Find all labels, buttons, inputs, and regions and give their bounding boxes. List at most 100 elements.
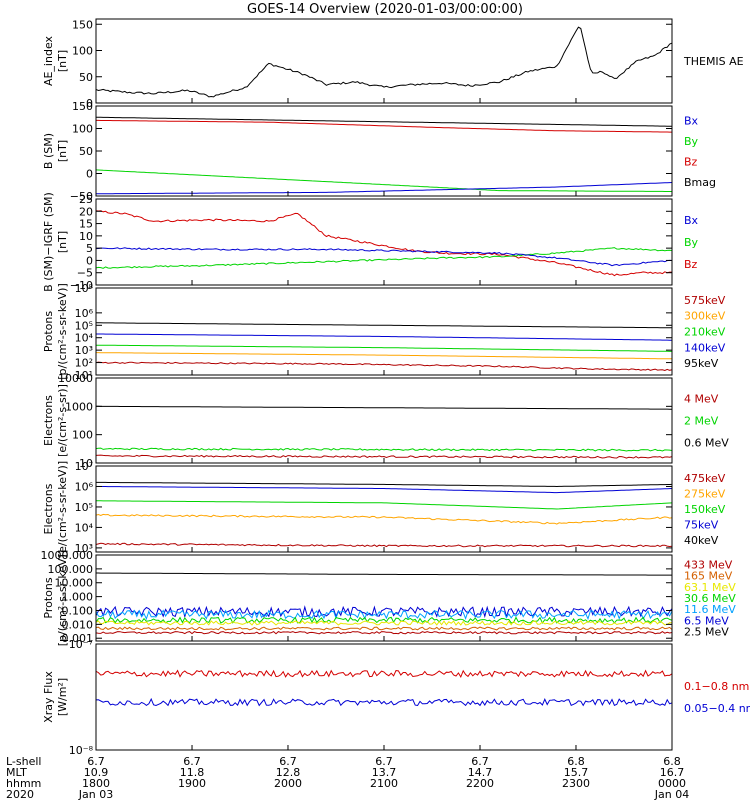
series-line-2-2: [96, 119, 672, 133]
legend-entry: 40keV: [684, 534, 719, 547]
series-line-6-4: [96, 513, 672, 525]
legend-entry: 165 MeV: [684, 570, 733, 583]
y-tick-label: 10.000: [55, 577, 94, 590]
y-tick-label: −5: [77, 267, 93, 280]
x-tick-label: 6.8: [663, 755, 681, 768]
y-tick-label: 10⁴: [75, 521, 94, 534]
y-tick-label: 0: [86, 97, 93, 110]
series-line-8-1: [96, 669, 672, 679]
x-tick-label: 15.7: [564, 766, 589, 779]
legend-entry: 2 MeV: [684, 415, 719, 428]
y-tick-label: 10³: [75, 344, 93, 357]
panel-6: 10³ 10⁴ 10⁵ 10⁶ 10⁷ Electrons [e/(cm²-s-sr-keV…: [42, 460, 726, 557]
legend-entry: Bz: [684, 155, 698, 168]
y-axis-label: [p/(cm²-s-sr-keV)]: [56, 550, 69, 647]
panel-2: −50 0 50 100 150 B (SM) [nT] Bx By Bz Bmag: [42, 100, 716, 203]
legend-entry: 433 MeV: [684, 559, 733, 572]
y-tick-label: 100.000: [48, 563, 94, 576]
y-tick-label: 10: [79, 457, 93, 470]
panel-frame: [95, 287, 673, 376]
panel-frame: [95, 105, 673, 197]
y-axis-label: [nT]: [56, 140, 69, 162]
legend-entry: 95keV: [684, 357, 719, 370]
y-tick-label: 100: [72, 123, 93, 136]
legend-entry: 30.6 MeV: [684, 592, 736, 605]
y-tick-label: −10: [70, 279, 93, 292]
y-tick-label: 10⁶: [75, 307, 94, 320]
y-axis-label: Electrons: [42, 395, 55, 446]
legend-entry: 2.5 MeV: [684, 625, 729, 638]
x-tick-label: Jan 03: [78, 788, 113, 800]
x-tick-label: 11.8: [180, 766, 205, 779]
y-tick-label: 0: [86, 168, 93, 181]
series-line-5-1: [96, 405, 672, 410]
legend-entry: Bx: [684, 214, 699, 227]
series-line-8-2: [96, 697, 672, 707]
y-tick-label: 10⁴: [75, 332, 94, 345]
y-axis-label: [p/(cm²-s-sr-keV)]: [56, 283, 69, 380]
legend-entry: 300keV: [684, 310, 726, 323]
legend-entry: 0.1−0.8 nm: [684, 680, 749, 693]
legend-entry: 150keV: [684, 503, 726, 516]
y-tick-label: 10⁸: [75, 282, 94, 295]
series-line-4-5: [96, 361, 672, 372]
y-tick-label: 0.001: [62, 632, 94, 645]
series-line-3-2: [96, 247, 672, 269]
y-tick-label: 1.000: [62, 591, 94, 604]
panel-frame: [95, 465, 673, 553]
y-tick-label: 50: [79, 71, 93, 84]
x-tick-label: 2200: [466, 777, 494, 790]
y-tick-label: 15: [79, 218, 93, 231]
legend-entry: 0.6 MeV: [684, 437, 729, 450]
x-tick-label: 14.7: [468, 766, 493, 779]
y-tick-label: 10¹: [75, 369, 93, 382]
x-tick-label: 6.7: [375, 755, 393, 768]
x-tick-label: 1800: [82, 777, 110, 790]
panel-frame: [95, 554, 673, 642]
series-line-7-6: [96, 626, 672, 631]
x-tick-label: 16.7: [660, 766, 685, 779]
x-tick-label: 2100: [370, 777, 398, 790]
x-tick-label: Jan 04: [654, 788, 689, 800]
x-tick-label: 10.9: [84, 766, 109, 779]
y-axis-label: Protons: [42, 311, 55, 352]
y-tick-label: 0.100: [62, 604, 94, 617]
legend-entry: 0.05−0.4 nm: [684, 702, 750, 715]
x-row-label: hhmm: [6, 777, 41, 790]
x-tick-label: 6.8: [567, 755, 585, 768]
legend-entry: Bmag: [684, 176, 716, 189]
y-tick-label: 25: [79, 193, 93, 206]
legend-entry: 63.1 MeV: [684, 581, 736, 594]
x-row-label: MLT: [6, 766, 27, 779]
y-tick-label: 10³: [75, 542, 93, 555]
series-line-6-1: [96, 481, 672, 488]
y-tick-label: 10⁶: [75, 480, 94, 493]
series-line-2-3: [96, 169, 672, 192]
x-tick-label: 2000: [274, 777, 302, 790]
legend-entry: 75keV: [684, 519, 719, 532]
x-tick-label: 13.7: [372, 766, 397, 779]
legend-entry: 11.6 MeV: [684, 603, 736, 616]
series-line-6-2: [96, 486, 672, 494]
x-tick-label: 0000: [658, 777, 686, 790]
y-tick-label: 0: [86, 254, 93, 267]
y-axis-label: Electrons: [42, 483, 55, 534]
series-line-4-1: [96, 322, 672, 329]
y-tick-label: 1000.000: [41, 549, 94, 562]
y-axis-label: [e/(cm²-s-sr)]: [56, 384, 69, 457]
y-tick-label: 10²: [75, 357, 93, 370]
series-line-3-3: [96, 247, 672, 267]
y-tick-label: 10⁻⁷: [69, 638, 93, 651]
series-line-5-2: [96, 447, 672, 452]
panel-8: 10⁻⁸ 10⁻⁷ Xray Flux [W/m²] 0.1−0.8 nm 0.05−0.…: [42, 638, 750, 757]
x-tick-label: 6.7: [87, 755, 105, 768]
panel-frame: [95, 643, 673, 751]
y-tick-label: 20: [79, 205, 93, 218]
series-line-3-1: [96, 210, 672, 277]
y-axis-label: B (SM)−IGRF (SM): [42, 192, 55, 292]
legend-entry: 210keV: [684, 326, 726, 339]
series-line-6-3: [96, 500, 672, 510]
x-row-label: 2020: [6, 788, 34, 800]
